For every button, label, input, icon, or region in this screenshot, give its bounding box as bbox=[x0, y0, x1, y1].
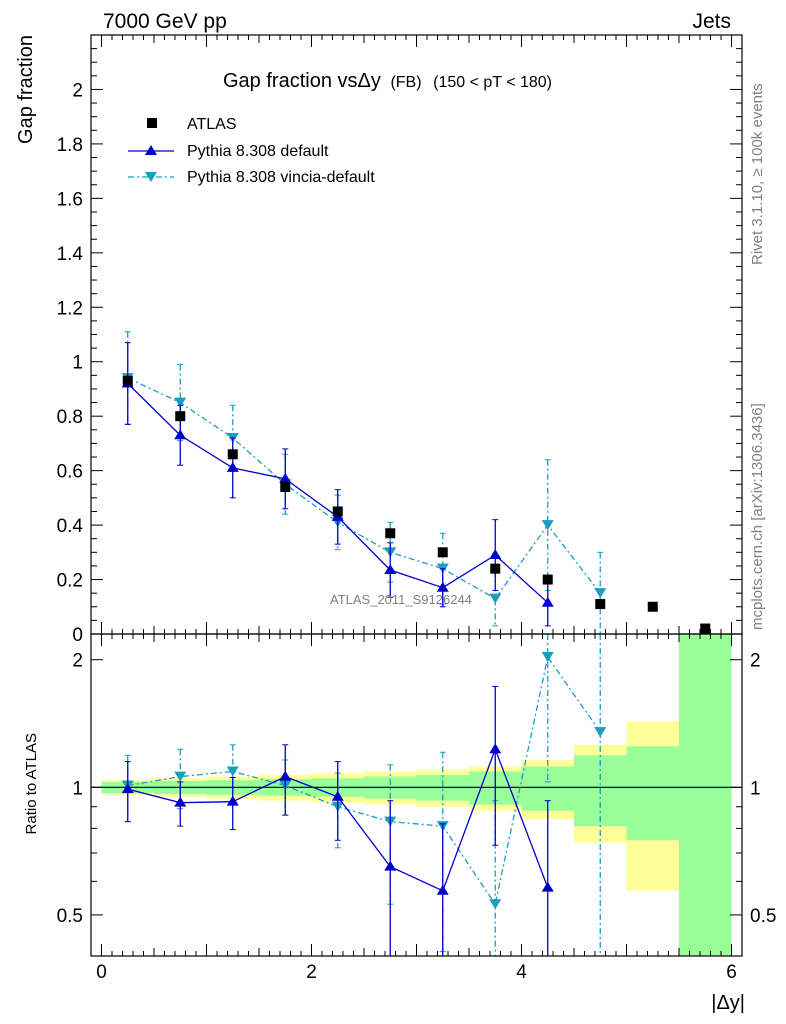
main-y-tick-label: 0.4 bbox=[57, 516, 84, 537]
plot-title: Gap fraction vsΔy (FB) (150 < pT < 180) bbox=[223, 70, 552, 92]
main-y-tick-label: 1.6 bbox=[57, 189, 83, 210]
main-y-tick-label: 1.8 bbox=[57, 135, 83, 156]
vincia-ratio-marker bbox=[174, 771, 187, 782]
ratio-band-inner bbox=[679, 634, 732, 956]
vincia-ratio-marker bbox=[594, 727, 607, 738]
default-main-marker bbox=[279, 472, 292, 483]
ratio-y-tick-label: 2 bbox=[72, 651, 83, 672]
default-main-marker bbox=[384, 564, 397, 575]
x-tick-label: 6 bbox=[726, 962, 737, 983]
default-main-marker bbox=[174, 429, 187, 440]
atlas-data-point bbox=[385, 528, 396, 539]
default-ratio-marker bbox=[436, 884, 449, 895]
plot-title-sub2: (150 < pT < 180) bbox=[433, 74, 552, 91]
atlas-data-point bbox=[700, 623, 711, 634]
main-y-tick-label: 2 bbox=[72, 80, 83, 101]
atlas-data-point bbox=[227, 449, 238, 460]
mcplots-reference-label: mcplots.cern.ch [arXiv:1306.3436] bbox=[749, 403, 766, 630]
ratio-y-tick-label-right: 0.5 bbox=[750, 906, 776, 927]
vincia-main-marker bbox=[489, 593, 502, 604]
atlas-data-point bbox=[437, 547, 448, 558]
main-y-tick-label: 0.8 bbox=[57, 407, 83, 428]
default-ratio-marker bbox=[121, 783, 134, 794]
axis-tick-labels: 0 0.2 0.4 0.6 0.8 1 1.2 1.4 1.6 1.8 2 0 2 4 6 0.5 0.5 1 1 2… bbox=[57, 80, 777, 983]
main-y-tick-label: 0 bbox=[72, 625, 83, 646]
legend-vincia-label: Pythia 8.308 vincia-default bbox=[187, 169, 375, 186]
vincia-main-marker bbox=[174, 397, 187, 408]
default-main-marker bbox=[489, 549, 502, 560]
main-y-tick-label: 1.2 bbox=[57, 298, 83, 319]
default-main-marker bbox=[436, 581, 449, 592]
vincia-ratio-marker bbox=[541, 651, 554, 662]
default-ratio-marker bbox=[226, 795, 239, 806]
atlas-data-point bbox=[280, 481, 291, 492]
vincia-ratio-marker bbox=[226, 766, 239, 777]
ratio-band-inner bbox=[626, 746, 679, 841]
atlas-data-point bbox=[595, 599, 606, 610]
default-ratio-marker bbox=[489, 743, 502, 754]
ratio-y-tick-label-right: 2 bbox=[750, 651, 761, 672]
vincia-main-line bbox=[127, 377, 601, 600]
vincia-ratio-marker bbox=[489, 899, 502, 910]
main-y-tick-label: 0.2 bbox=[57, 571, 83, 592]
legend: ATLAS Pythia 8.308 default Pythia 8.308 … bbox=[128, 116, 375, 186]
plot-title-main: Gap fraction vsΔy bbox=[223, 70, 381, 92]
ratio-y-axis-label: Ratio to ATLAS bbox=[23, 733, 40, 834]
x-tick-label: 0 bbox=[96, 962, 107, 983]
default-ratio-marker bbox=[384, 860, 397, 871]
legend-atlas-marker bbox=[147, 118, 157, 128]
atlas-data-point bbox=[647, 601, 658, 612]
x-tick-label: 2 bbox=[306, 962, 317, 983]
main-y-tick-label: 1.4 bbox=[57, 244, 84, 265]
atlas-data-point bbox=[122, 375, 133, 386]
atlas-data-point bbox=[332, 506, 343, 517]
ratio-y-tick-label: 0.5 bbox=[57, 906, 83, 927]
header-left: 7000 GeV pp bbox=[103, 10, 227, 33]
main-y-tick-label: 0.6 bbox=[57, 462, 83, 483]
ratio-uncertainty-bands bbox=[101, 634, 732, 956]
default-ratio-marker bbox=[279, 770, 292, 781]
legend-default-label: Pythia 8.308 default bbox=[187, 143, 329, 160]
legend-vincia-marker bbox=[145, 172, 157, 182]
default-ratio-marker bbox=[331, 790, 344, 801]
atlas-data-point bbox=[175, 411, 186, 422]
default-main-marker bbox=[541, 596, 554, 607]
legend-atlas-label: ATLAS bbox=[187, 116, 237, 133]
series-layer bbox=[121, 331, 711, 957]
analysis-watermark: ATLAS_2011_S9126244 bbox=[330, 592, 472, 607]
axis-ticks bbox=[91, 34, 742, 957]
main-y-axis-label: Gap fraction bbox=[15, 35, 37, 144]
rivet-version-label: Rivet 3.1.10, ≥ 100k events bbox=[749, 83, 766, 265]
vincia-main-marker bbox=[541, 520, 554, 531]
default-main-marker bbox=[226, 461, 239, 472]
atlas-data-point bbox=[542, 574, 553, 585]
x-axis-label: |Δy| bbox=[711, 992, 745, 1014]
atlas-data-point bbox=[490, 563, 501, 574]
plot-title-sub1: (FB) bbox=[390, 74, 421, 91]
default-ratio-marker bbox=[541, 881, 554, 892]
vincia-ratio-line bbox=[127, 655, 601, 906]
x-tick-label: 4 bbox=[516, 962, 527, 983]
default-ratio-marker bbox=[174, 796, 187, 807]
header-right: Jets bbox=[692, 10, 731, 33]
legend-default-marker bbox=[145, 145, 157, 155]
main-y-tick-label: 1 bbox=[72, 353, 83, 374]
vincia-main-marker bbox=[594, 588, 607, 599]
ratio-y-tick-label-right: 1 bbox=[750, 778, 761, 799]
ratio-y-tick-label: 1 bbox=[72, 778, 83, 799]
